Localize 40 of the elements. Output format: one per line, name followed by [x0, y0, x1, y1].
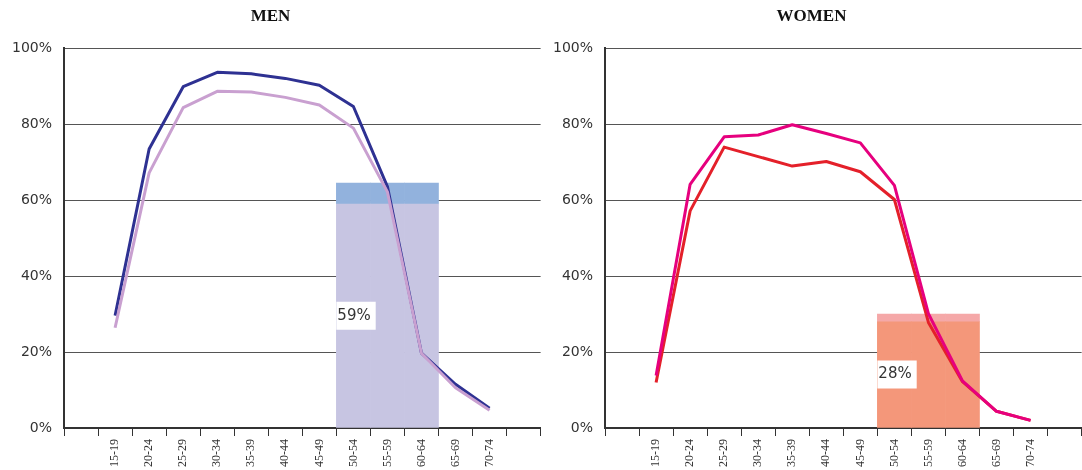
y-tick-label: 0%: [29, 418, 53, 435]
y-tick-label: 80%: [561, 114, 594, 131]
data-label: 59%: [337, 305, 371, 324]
x-tick-label: 50-54: [345, 439, 360, 467]
x-tick-label: 15-19: [648, 439, 663, 467]
x-tick-label: 15-19: [107, 439, 122, 467]
y-tick-label: 100%: [552, 39, 594, 56]
data-label: 28%: [878, 364, 912, 383]
x-tick-label: 45-49: [852, 439, 867, 467]
x-tick-label: 70-74: [481, 439, 496, 467]
x-tick-label: 70-74: [1022, 439, 1037, 467]
x-tick-label: 20-24: [682, 439, 697, 467]
y-tick-label: 60%: [561, 190, 594, 207]
x-tick-label: 25-29: [175, 439, 190, 467]
x-tick-label: 30-34: [209, 439, 224, 467]
y-tick-label: 0%: [570, 418, 594, 435]
x-tick-label: 55-59: [920, 439, 935, 467]
x-tick-label: 40-44: [277, 439, 292, 467]
x-tick-label: 40-44: [818, 439, 833, 467]
y-tick-label: 40%: [561, 266, 594, 283]
x-tick-label: 20-24: [141, 439, 156, 467]
x-tick-label: 65-69: [447, 439, 462, 467]
x-tick-label: 25-29: [716, 439, 731, 467]
x-tick-label: 35-39: [784, 439, 799, 467]
x-tick-label: 60-64: [413, 439, 428, 467]
y-tick-label: 20%: [561, 342, 594, 359]
x-tick-label: 55-59: [379, 439, 394, 467]
x-tick-label: 60-64: [954, 439, 969, 467]
chart-title: MEN: [250, 5, 292, 25]
y-tick-label: 80%: [20, 114, 53, 131]
y-tick-label: 100%: [11, 39, 53, 56]
y-tick-label: 60%: [20, 190, 53, 207]
x-tick-label: 65-69: [988, 439, 1003, 467]
chart-title: WOMEN: [776, 5, 848, 25]
x-tick-label: 35-39: [243, 439, 258, 467]
y-tick-label: 20%: [20, 342, 53, 359]
x-tick-label: 30-34: [750, 439, 765, 467]
x-tick-label: 45-49: [311, 439, 326, 467]
y-tick-label: 40%: [20, 266, 53, 283]
x-tick-label: 50-54: [886, 439, 901, 467]
